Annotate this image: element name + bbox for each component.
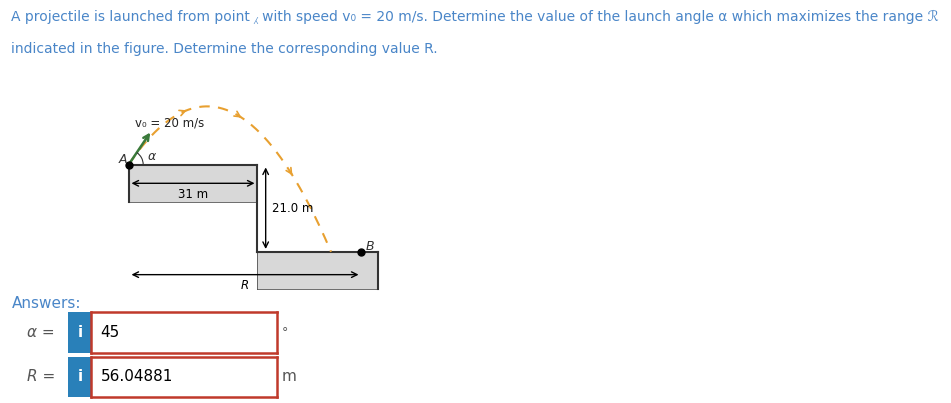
Text: 31 m: 31 m [178,188,208,201]
Text: °: ° [281,326,288,339]
Text: B: B [365,240,374,253]
Text: A: A [118,154,126,166]
Bar [128,164,258,202]
Text: 56.04881: 56.04881 [101,369,173,384]
Text: v₀ = 20 m/s: v₀ = 20 m/s [135,116,204,129]
Text: m: m [281,369,297,384]
Text: A projectile is launched from point ⁁ with speed v₀ = 20 m/s. Determine the valu: A projectile is launched from point ⁁ wi… [11,10,939,24]
Bar [258,252,378,289]
Text: α: α [147,150,156,163]
Text: 21.0 m: 21.0 m [272,202,313,215]
Text: i: i [77,369,83,384]
Text: R: R [241,279,249,292]
Text: Answers:: Answers: [11,296,81,311]
Text: α =: α = [27,325,54,340]
Text: indicated in the figure. Determine the corresponding value R.: indicated in the figure. Determine the c… [11,42,438,56]
Text: 45: 45 [101,325,120,340]
Text: R =: R = [27,369,55,384]
Text: i: i [77,325,83,340]
